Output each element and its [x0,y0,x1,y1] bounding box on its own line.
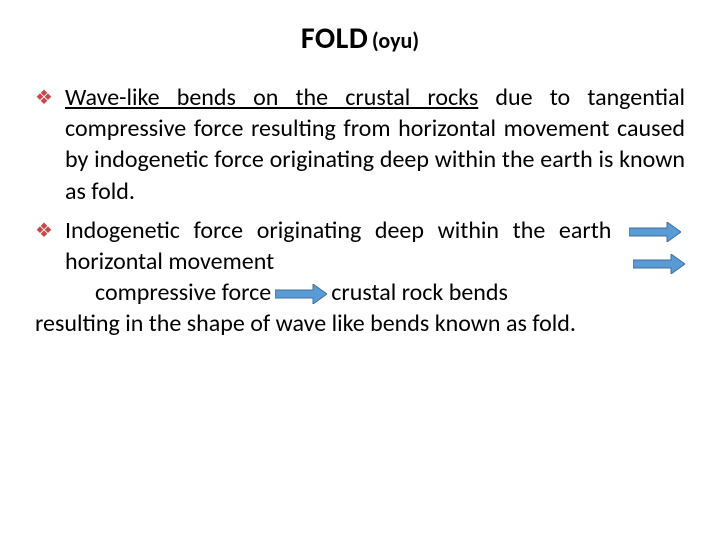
diamond-bullet-icon: ❖ [35,218,53,244]
paragraph-1: ❖ Wave-like bends on the crustal rocks d… [35,82,685,207]
paragraph-2-trailing: resulting in the shape of wave like bend… [35,308,685,339]
arrow-icon [629,222,681,242]
title-sub: (oyu) [372,27,419,54]
flow-segment-3: crustal rock bends [331,278,508,307]
slide-body: ❖ Wave-like bends on the crustal rocks d… [35,82,685,340]
paragraph-2-flow: ❖ Indogenetic force originating deep wit… [35,215,685,277]
paragraph-2-flow-cont: compressive force crustal rock bends [35,277,685,308]
arrow-icon [275,284,327,304]
slide-title: FOLD (oyu) [35,20,685,57]
diamond-bullet-icon: ❖ [35,85,53,111]
flow-trailing: resulting in the shape of wave like bend… [35,309,576,338]
flow-segment-0: Indogenetic force originating deep withi… [65,216,611,245]
para1-underlined: Wave-like bends on the crustal rocks [65,83,478,112]
title-main: FOLD [301,20,368,57]
arrow-path [275,284,327,304]
arrow-path [633,254,685,274]
flow-segment-1: horizontal movement [65,247,274,276]
arrow-path [629,222,681,242]
flow-segment-2: compressive force [95,278,271,307]
